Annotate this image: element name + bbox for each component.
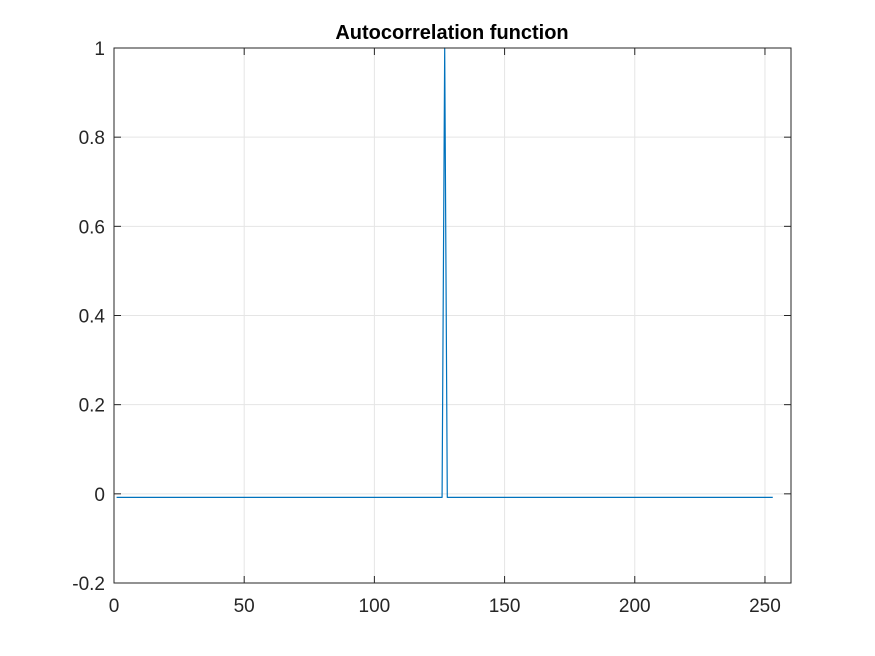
axis-ticks [113,47,791,584]
y-tick-label: 0 [94,485,105,506]
x-tick-label: 0 [109,596,120,617]
x-tick-label: 50 [234,596,255,617]
y-tick-label: 0.8 [79,128,105,149]
x-tick-label: 250 [749,596,781,617]
y-tick-label: 1 [94,39,105,60]
y-tick-labels: -0.2 0 0.2 0.4 0.6 0.8 1 [72,39,105,595]
x-tick-labels: 0 50 100 150 200 250 [109,596,781,617]
x-tick-label: 100 [359,596,391,617]
y-tick-label: -0.2 [72,574,105,595]
x-tick-label: 200 [619,596,651,617]
x-tick-label: 150 [489,596,521,617]
y-tick-label: 0.6 [79,217,105,238]
y-tick-label: 0.2 [79,396,105,417]
chart-title: Autocorrelation function [335,22,568,44]
y-tick-label: 0.4 [79,307,106,328]
